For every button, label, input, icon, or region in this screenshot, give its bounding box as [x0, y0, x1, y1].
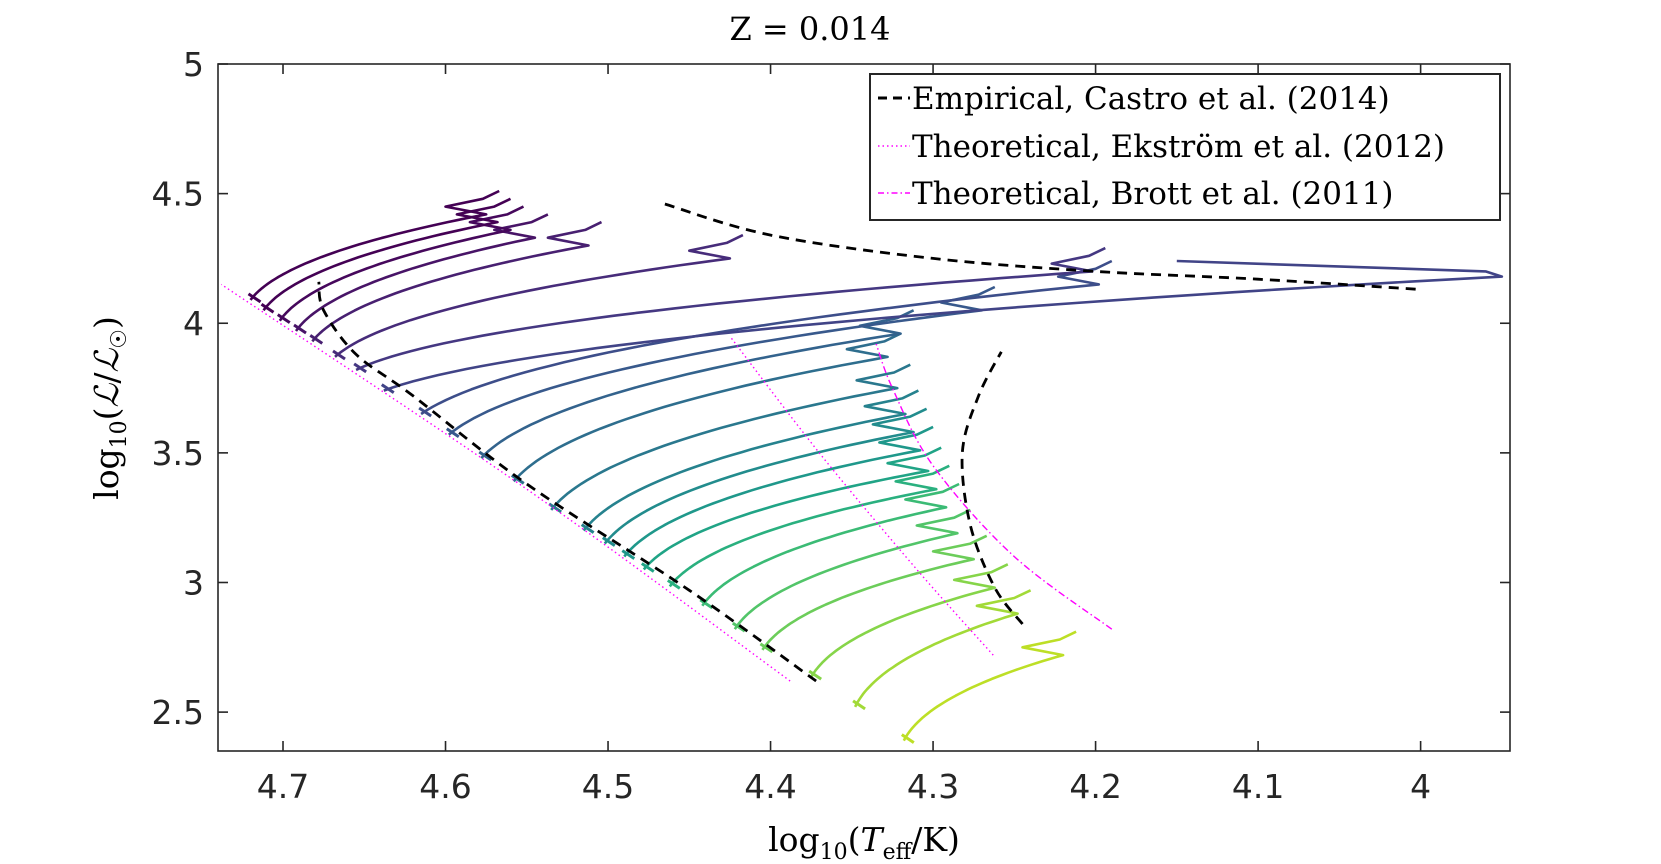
y-axis-label: log10(ℒ/ℒ☉) — [87, 316, 132, 500]
plot-frame — [217, 63, 1511, 752]
x-tick-label: 4.2 — [1069, 767, 1121, 806]
track-start-marker — [580, 523, 595, 534]
track-start-marker — [293, 323, 307, 335]
x-tick-label: 4.3 — [907, 767, 959, 806]
track-start-marker — [260, 303, 275, 314]
y-tick-label: 2.5 — [152, 693, 204, 732]
x-tick-label: 4.5 — [582, 767, 634, 806]
track-line — [480, 309, 915, 459]
track-start-marker — [601, 536, 616, 547]
x-tick-label: 4.7 — [257, 767, 309, 806]
track-start-marker — [247, 292, 262, 304]
track-line — [603, 407, 928, 545]
legend-label-empirical: Empirical, Castro et al. (2014) — [912, 81, 1390, 117]
track-start-marker — [808, 669, 823, 681]
track-line — [733, 508, 971, 630]
track-start-marker — [445, 427, 460, 438]
reference-curve — [664, 202, 1421, 291]
track-line — [550, 363, 911, 511]
track-line — [810, 563, 1009, 678]
legend-label-brott: Theoretical, Brott et al. (2011) — [912, 176, 1394, 212]
y-tick-label: 3 — [183, 563, 204, 602]
reference-curve — [317, 281, 817, 683]
track-line — [623, 425, 934, 558]
track-start-marker — [759, 642, 774, 654]
track-line — [512, 332, 902, 483]
track-start-marker — [640, 562, 655, 573]
track-line — [383, 259, 1504, 392]
track-start-marker — [666, 579, 681, 590]
track-start-marker — [276, 313, 291, 324]
y-tick-label: 3.5 — [152, 434, 204, 473]
track-line — [420, 259, 1113, 416]
track-start-marker — [418, 406, 432, 418]
y-tick-label: 4 — [183, 304, 204, 343]
x-tick-label: 4.4 — [744, 767, 796, 806]
track-line — [701, 482, 960, 607]
track-line — [582, 389, 919, 532]
reference-curves — [220, 202, 1421, 683]
track-start-marker — [309, 334, 324, 345]
chart-title: Z = 0.014 — [730, 10, 891, 48]
x-axis-label: log10(Teff/K) — [768, 820, 960, 864]
legend-box — [869, 73, 1501, 221]
legend: Empirical, Castro et al. (2014) Theoreti… — [869, 73, 1501, 221]
track-start-marker — [548, 502, 562, 514]
reference-curve — [729, 335, 994, 656]
track-start-marker — [621, 549, 636, 560]
track-line — [249, 189, 500, 301]
track-start-marker — [510, 474, 525, 485]
reference-curve — [960, 351, 1024, 625]
track-line — [761, 534, 988, 651]
x-tick-label: 4 — [1410, 767, 1431, 806]
track-start-marker — [332, 349, 346, 361]
track-start-marker — [353, 362, 367, 374]
track-line — [447, 285, 996, 436]
y-tick-label: 4.5 — [152, 175, 204, 214]
track-line — [262, 197, 512, 312]
track-line — [642, 446, 942, 571]
evolutionary-tracks — [247, 189, 1504, 744]
track-start-marker — [478, 450, 493, 462]
x-tick-label: 4.6 — [419, 767, 471, 806]
x-tick-label: 4.1 — [1232, 767, 1284, 806]
track-start-marker — [731, 621, 746, 633]
track-start-marker — [380, 383, 395, 394]
track-line — [311, 220, 603, 343]
reference-curve — [220, 283, 791, 682]
track-line — [278, 205, 525, 322]
track-line — [355, 246, 1106, 372]
legend-label-ekstrom: Theoretical, Ekström et al. (2012) — [912, 129, 1445, 165]
y-tick-label: 5 — [183, 45, 204, 84]
track-line — [668, 464, 950, 588]
track-start-marker — [900, 733, 915, 744]
track-start-marker — [699, 598, 714, 610]
track-line — [902, 630, 1077, 742]
reference-curve — [875, 343, 1113, 630]
track-start-marker — [852, 699, 866, 711]
axes: 4.7 4.6 4.5 4.4 4.3 4.2 4.1 4 2.5 3 3.5 4 4.5 5 — [152, 45, 1510, 806]
track-line — [334, 233, 744, 358]
track-line — [853, 589, 1032, 708]
track-line — [294, 213, 549, 332]
